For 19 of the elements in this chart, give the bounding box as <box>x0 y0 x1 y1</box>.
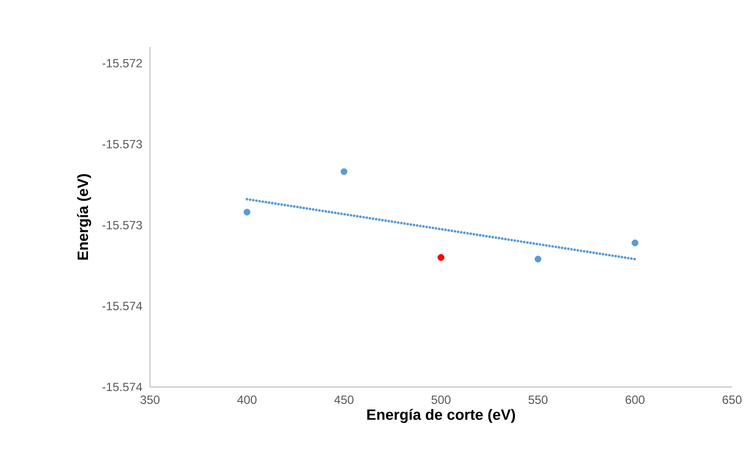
y-tick-label: -15.573 <box>102 220 142 230</box>
x-tick-label: 600 <box>626 396 645 404</box>
x-tick-label: 550 <box>528 396 548 404</box>
point <box>340 168 348 176</box>
point <box>438 254 444 261</box>
x-tick-label: 400 <box>237 396 257 404</box>
point <box>534 256 542 262</box>
x-axis-title: Energía de corte (eV) <box>367 408 515 423</box>
x-tick-label: 350 <box>140 396 160 404</box>
y-tick-label: -15.573 <box>102 140 142 148</box>
y-axis-title: Energía (eV) <box>77 174 92 260</box>
x-tick-label: 500 <box>432 396 451 404</box>
x-tick-label: 450 <box>334 396 354 404</box>
x-tick-label: 650 <box>722 396 742 404</box>
point <box>632 240 638 246</box>
point <box>244 208 250 216</box>
y-tick-label: -15.574 <box>102 382 142 392</box>
y-tick-label: -15.574 <box>102 302 142 310</box>
y-tick-label: -15.572 <box>102 58 142 68</box>
